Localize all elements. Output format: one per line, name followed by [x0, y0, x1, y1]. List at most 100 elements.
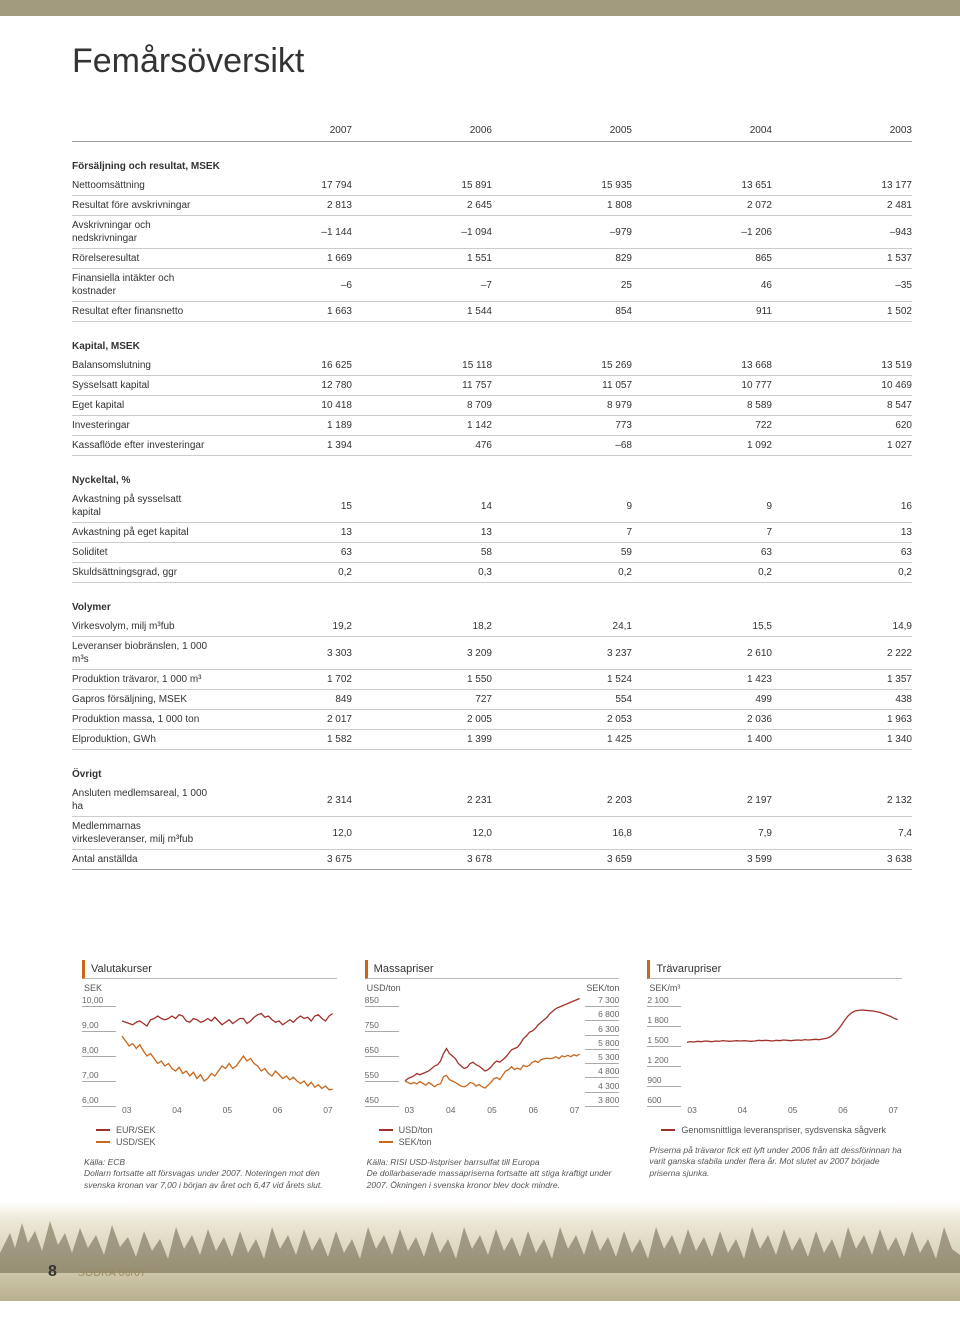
chart-title: Massapriser	[365, 960, 620, 979]
table-row: Soliditet6358596363	[72, 543, 912, 563]
row-label: Leveranser biobränslen, 1 000 m³s	[72, 637, 212, 670]
cell: 19,2	[212, 617, 352, 637]
row-label: Investeringar	[72, 416, 212, 436]
chart-travarupriser: Trävarupriser SEK/m³ 2 1001 8001 5001 20…	[647, 960, 902, 1191]
cell: 2 053	[492, 710, 632, 730]
cell: 8 547	[772, 396, 912, 416]
legend-item: USD/SEK	[96, 1137, 337, 1147]
cell: 3 303	[212, 637, 352, 670]
cell: 13	[772, 523, 912, 543]
cell: 2 197	[632, 784, 772, 817]
cell: 3 638	[772, 850, 912, 870]
cell: 12,0	[352, 817, 492, 850]
cell: 13	[352, 523, 492, 543]
cell: 63	[212, 543, 352, 563]
cell: 2 222	[772, 637, 912, 670]
cell: –1 094	[352, 216, 492, 249]
col-year: 2006	[352, 121, 492, 142]
cell: 0,3	[352, 563, 492, 583]
table-row: Antal anställda3 6753 6783 6593 5993 638	[72, 850, 912, 870]
cell: 1 669	[212, 249, 352, 269]
row-label: Elproduktion, GWh	[72, 730, 212, 750]
cell: –979	[492, 216, 632, 249]
legend-item: SEK/ton	[379, 1137, 620, 1147]
cell: 727	[352, 690, 492, 710]
row-label: Avskrivningar och nedskrivningar	[72, 216, 212, 249]
cell: 849	[212, 690, 352, 710]
row-label: Antal anställda	[72, 850, 212, 870]
section-title: Volymer	[72, 583, 912, 618]
row-label: Ansluten medlemsareal, 1 000 ha	[72, 784, 212, 817]
cell: 1 550	[352, 670, 492, 690]
cell: 13 668	[632, 356, 772, 376]
cell: 8 589	[632, 396, 772, 416]
cell: 15 891	[352, 176, 492, 196]
row-label: Virkesvolym, milj m³fub	[72, 617, 212, 637]
cell: 1 423	[632, 670, 772, 690]
cell: 13 651	[632, 176, 772, 196]
row-label: Avkastning på sysselsatt kapital	[72, 490, 212, 523]
table-row: Virkesvolym, milj m³fub19,218,224,115,51…	[72, 617, 912, 637]
cell: 1 340	[772, 730, 912, 750]
table-row: Eget kapital10 4188 7098 9798 5898 547	[72, 396, 912, 416]
table-row: Leveranser biobränslen, 1 000 m³s3 3033 …	[72, 637, 912, 670]
section-title: Försäljning och resultat, MSEK	[72, 142, 912, 177]
table-row: Elproduktion, GWh1 5821 3991 4251 4001 3…	[72, 730, 912, 750]
cell: 476	[352, 436, 492, 456]
cell: 0,2	[632, 563, 772, 583]
table-row: Investeringar1 1891 142773722620	[72, 416, 912, 436]
cell: 1 524	[492, 670, 632, 690]
cell: 2 813	[212, 196, 352, 216]
table-row: Produktion massa, 1 000 ton2 0172 0052 0…	[72, 710, 912, 730]
cell: 13 177	[772, 176, 912, 196]
chart-title: Valutakurser	[82, 960, 337, 979]
cell: 16 625	[212, 356, 352, 376]
cell: 1 142	[352, 416, 492, 436]
cell: 12,0	[212, 817, 352, 850]
row-label: Resultat före avskrivningar	[72, 196, 212, 216]
row-label: Gapros försäljning, MSEK	[72, 690, 212, 710]
chart-ylabel: SEK/m³	[649, 983, 680, 993]
legend-item: EUR/SEK	[96, 1125, 337, 1135]
cell: 438	[772, 690, 912, 710]
cell: 10 418	[212, 396, 352, 416]
cell: 2 017	[212, 710, 352, 730]
cell: 499	[632, 690, 772, 710]
cell: 2 072	[632, 196, 772, 216]
cell: 865	[632, 249, 772, 269]
cell: 46	[632, 269, 772, 302]
cell: 15 269	[492, 356, 632, 376]
cell: 15,5	[632, 617, 772, 637]
col-year: 2004	[632, 121, 772, 142]
table-row: Medlemmarnas virkesleveranser, milj m³fu…	[72, 817, 912, 850]
row-label: Produktion trävaror, 1 000 m³	[72, 670, 212, 690]
cell: 1 502	[772, 302, 912, 322]
cell: –6	[212, 269, 352, 302]
cell: 2 231	[352, 784, 492, 817]
cell: 16,8	[492, 817, 632, 850]
chart-caption: Dollarn fortsatte att försvagas under 20…	[84, 1168, 337, 1191]
cell: –1 206	[632, 216, 772, 249]
row-label: Resultat efter finansnetto	[72, 302, 212, 322]
cell: 1 582	[212, 730, 352, 750]
legend-item: USD/ton	[379, 1125, 620, 1135]
section-title: Övrigt	[72, 750, 912, 785]
cell: 2 036	[632, 710, 772, 730]
page-content: Femårsöversikt 2007 2006 2005 2004 2003 …	[0, 42, 960, 1301]
table-row: Sysselsatt kapital12 78011 75711 05710 7…	[72, 376, 912, 396]
cell: 0,2	[772, 563, 912, 583]
cell: 0,2	[492, 563, 632, 583]
year-header-row: 2007 2006 2005 2004 2003	[72, 121, 912, 142]
row-label: Soliditet	[72, 543, 212, 563]
cell: 1 544	[352, 302, 492, 322]
row-label: Sysselsatt kapital	[72, 376, 212, 396]
cell: 2 610	[632, 637, 772, 670]
cell: 14,9	[772, 617, 912, 637]
chart-valutakurser: Valutakurser SEK 10,009,008,007,006,00 0…	[82, 960, 337, 1191]
cell: 554	[492, 690, 632, 710]
cell: 1 394	[212, 436, 352, 456]
cell: 2 314	[212, 784, 352, 817]
top-accent-bar	[0, 0, 960, 16]
cell: 3 678	[352, 850, 492, 870]
col-year: 2005	[492, 121, 632, 142]
